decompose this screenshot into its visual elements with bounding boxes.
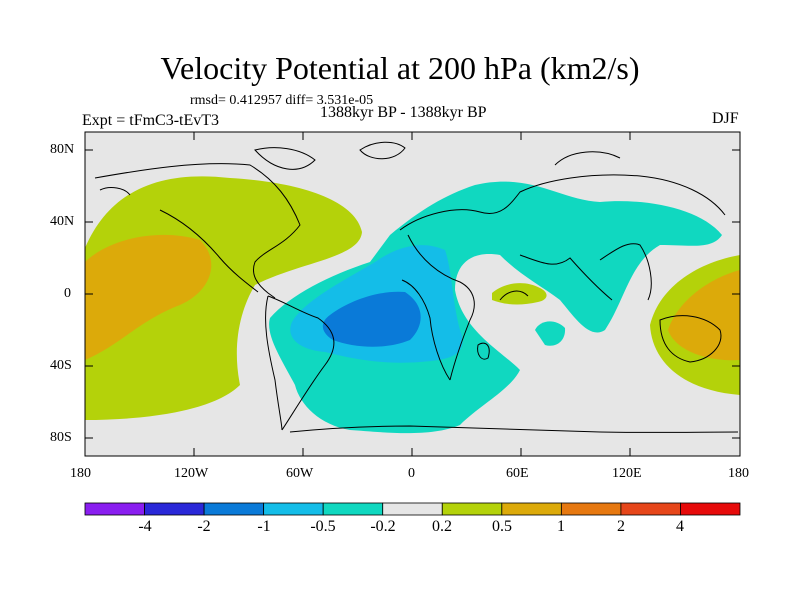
colorbar xyxy=(84,502,741,516)
contour-field xyxy=(85,132,740,456)
west-pacific-positive-core xyxy=(668,270,740,361)
pacific-positive-core xyxy=(85,234,212,360)
atlantic-negative-region xyxy=(269,181,722,434)
lon-tick-label: 0 xyxy=(408,466,415,481)
colorbar-swatch xyxy=(322,502,384,516)
colorbar-label: -4 xyxy=(138,518,152,535)
colorbar-swatch xyxy=(501,502,562,516)
lat-tick-label: 40N xyxy=(50,214,75,229)
lon-tick-label: 60W xyxy=(286,466,314,481)
colorbar-swatch xyxy=(203,502,265,516)
page-title: Velocity Potential at 200 hPa (km2/s) xyxy=(160,50,640,86)
lon-tick-label: 120W xyxy=(174,466,209,481)
colorbar-label: 1 xyxy=(557,518,565,535)
lon-tick-label: 120E xyxy=(612,466,642,481)
season-label: DJF xyxy=(712,110,739,127)
arabian-sea-positive-patch xyxy=(492,283,547,305)
colorbar-swatch xyxy=(680,502,741,516)
colorbar-label: -0.2 xyxy=(370,518,396,535)
coastlines xyxy=(94,141,739,433)
colorbar-swatch xyxy=(560,502,622,516)
colorbar-swatch xyxy=(620,502,681,516)
colorbar-label: 4 xyxy=(676,518,684,535)
colorbar-label: -2 xyxy=(197,518,211,535)
experiment-label: Expt = tFmC3-tEvT3 xyxy=(82,112,220,129)
lat-tick-label: 80S xyxy=(50,430,72,445)
colorbar-swatch xyxy=(263,502,324,516)
colorbar-swatch xyxy=(382,502,443,516)
colorbar-label: -0.5 xyxy=(310,518,336,535)
atlantic-negative-core xyxy=(322,291,421,347)
period-text: 1388kyr BP - 1388kyr BP xyxy=(320,104,487,121)
lat-tick-label: 40S xyxy=(50,358,72,373)
colorbar-label: 0.5 xyxy=(492,518,512,535)
colorbar-swatch xyxy=(84,502,145,516)
stats-text: rmsd= 0.412957 diff= 3.531e-05 xyxy=(190,93,374,108)
colorbar-swatch xyxy=(144,502,205,516)
colorbar-label: 0.2 xyxy=(432,518,452,535)
colorbar-label: 2 xyxy=(617,518,625,535)
lat-tick-label: 80N xyxy=(50,142,75,157)
lon-tick-label: 180 xyxy=(728,466,749,481)
lat-tick-label: 0 xyxy=(64,286,71,301)
lon-tick-label: 60E xyxy=(506,466,529,481)
lon-tick-label: 180 xyxy=(70,466,91,481)
colorbar-label: -1 xyxy=(257,518,271,535)
colorbar-swatch xyxy=(441,502,503,516)
indian-ocean-negative-blob xyxy=(535,321,566,346)
tick-marks xyxy=(85,132,740,456)
